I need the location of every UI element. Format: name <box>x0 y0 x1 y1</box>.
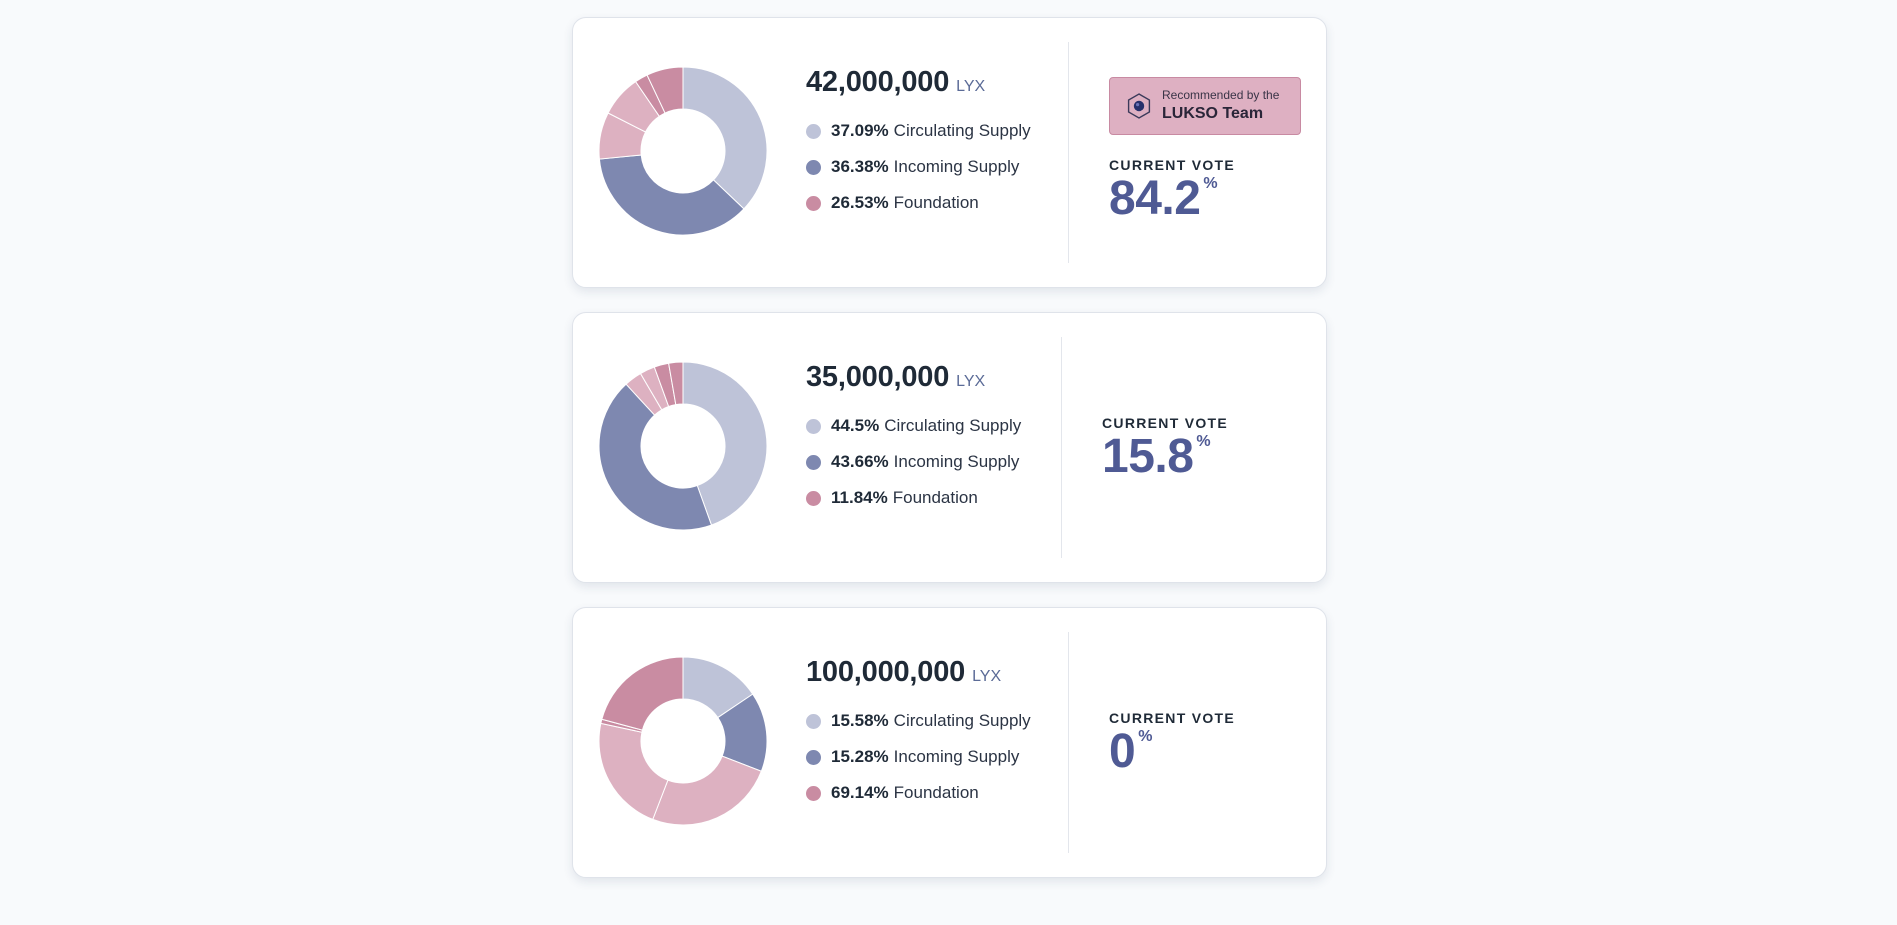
incoming-dot <box>806 454 821 470</box>
supply-info: 35,000,000 LYX 44.5% Circulating Supply … <box>806 361 1021 516</box>
legend-percentage: 43.66% <box>831 452 889 471</box>
current-vote-value: 0 % <box>1109 728 1235 776</box>
distribution-legend: 37.09% Circulating Supply 36.38% Incomin… <box>806 113 1031 221</box>
supply-info: 42,000,000 LYX 37.09% Circulating Supply… <box>806 66 1031 221</box>
donut-slice <box>646 66 684 114</box>
amount-value: 100,000,000 <box>806 656 966 688</box>
donut-slice <box>598 722 669 821</box>
legend-label: Foundation <box>893 783 979 802</box>
legend-label: Incoming Supply <box>893 157 1020 176</box>
vote-percent-sign: % <box>1138 728 1153 745</box>
vote-number: 84.2 <box>1109 172 1201 225</box>
current-vote-label: CURRENT VOTE <box>1109 157 1236 173</box>
proposal-card[interactable]: 100,000,000 LYX 15.58% Circulating Suppl… <box>572 607 1327 878</box>
legend-percentage: 37.09% <box>831 121 889 140</box>
amount-unit: LYX <box>956 78 986 95</box>
legend-percentage: 11.84% <box>831 488 888 507</box>
recommended-badge: Recommended by the LUKSO Team <box>1109 77 1301 135</box>
badge-team-name: LUKSO Team <box>1162 105 1264 123</box>
donut-slice <box>682 66 768 210</box>
foundation-dot <box>806 785 821 801</box>
legend-label: Foundation <box>893 193 979 212</box>
legend-percentage: 69.14% <box>831 783 889 802</box>
legend-item-incoming: 43.66% Incoming Supply <box>806 444 1021 480</box>
badge-caption: Recommended by the <box>1162 88 1280 103</box>
legend-item-circulating: 15.58% Circulating Supply <box>806 703 1031 739</box>
supply-amount: 42,000,000 LYX <box>806 66 1031 99</box>
vote-percent-sign: % <box>1196 433 1211 450</box>
proposal-card[interactable]: 35,000,000 LYX 44.5% Circulating Supply … <box>572 312 1327 583</box>
legend-item-incoming: 15.28% Incoming Supply <box>806 739 1031 775</box>
legend-label: Circulating Supply <box>893 121 1031 140</box>
legend-label: Circulating Supply <box>884 416 1022 435</box>
card-divider <box>1068 632 1069 853</box>
legend-percentage: 36.38% <box>831 157 889 176</box>
donut-slice <box>598 383 713 531</box>
legend-percentage: 44.5% <box>831 416 880 435</box>
supply-amount: 35,000,000 LYX <box>806 361 1021 394</box>
foundation-dot <box>806 195 821 211</box>
lukso-hexagon-icon <box>1127 93 1151 119</box>
circulating-dot <box>806 123 821 139</box>
donut-slice <box>652 755 763 826</box>
badge-text: Recommended by the LUKSO Team <box>1162 88 1280 123</box>
supply-donut-chart <box>598 656 768 826</box>
amount-unit: LYX <box>956 373 986 390</box>
current-vote-value: 84.2 % <box>1109 175 1301 223</box>
circulating-dot <box>806 713 821 729</box>
legend-item-incoming: 36.38% Incoming Supply <box>806 149 1031 185</box>
current-vote-value: 15.8 % <box>1102 433 1228 481</box>
distribution-legend: 44.5% Circulating Supply 43.66% Incoming… <box>806 408 1021 516</box>
vote-panel: CURRENT VOTE 15.8 % <box>1102 415 1228 481</box>
distribution-legend: 15.58% Circulating Supply 15.28% Incomin… <box>806 703 1031 811</box>
incoming-dot <box>806 749 821 765</box>
incoming-dot <box>806 159 821 175</box>
card-divider <box>1061 337 1062 558</box>
legend-percentage: 15.28% <box>831 747 889 766</box>
foundation-dot <box>806 490 821 506</box>
legend-percentage: 26.53% <box>831 193 889 212</box>
legend-percentage: 15.58% <box>831 711 889 730</box>
circulating-dot <box>806 418 821 434</box>
legend-label: Foundation <box>892 488 978 507</box>
supply-donut-chart <box>598 66 768 236</box>
supply-info: 100,000,000 LYX 15.58% Circulating Suppl… <box>806 656 1031 811</box>
vote-panel: Recommended by the LUKSO Team CURRENT VO… <box>1109 77 1301 223</box>
vote-panel: CURRENT VOTE 0 % <box>1109 710 1235 776</box>
vote-number: 15.8 <box>1102 430 1194 483</box>
supply-amount: 100,000,000 LYX <box>806 656 1031 689</box>
legend-label: Incoming Supply <box>893 452 1020 471</box>
proposal-card[interactable]: 42,000,000 LYX 37.09% Circulating Supply… <box>572 17 1327 288</box>
amount-unit: LYX <box>972 668 1002 685</box>
current-vote-label: CURRENT VOTE <box>1102 415 1229 431</box>
legend-label: Circulating Supply <box>893 711 1031 730</box>
donut-slice <box>598 154 745 236</box>
donut-slice <box>601 656 684 731</box>
donut-slice <box>668 361 684 406</box>
current-vote-label: CURRENT VOTE <box>1109 710 1236 726</box>
legend-item-circulating: 44.5% Circulating Supply <box>806 408 1021 444</box>
proposal-list: 42,000,000 LYX 37.09% Circulating Supply… <box>572 17 1327 902</box>
amount-value: 42,000,000 <box>806 66 950 98</box>
vote-number: 0 <box>1109 725 1136 778</box>
legend-item-foundation: 11.84% Foundation <box>806 480 1021 516</box>
vote-percent-sign: % <box>1203 175 1218 192</box>
donut-slice <box>682 361 768 526</box>
amount-value: 35,000,000 <box>806 361 950 393</box>
card-divider <box>1068 42 1069 263</box>
legend-item-foundation: 26.53% Foundation <box>806 185 1031 221</box>
legend-item-circulating: 37.09% Circulating Supply <box>806 113 1031 149</box>
supply-donut-chart <box>598 361 768 531</box>
legend-item-foundation: 69.14% Foundation <box>806 775 1031 811</box>
legend-label: Incoming Supply <box>893 747 1020 766</box>
